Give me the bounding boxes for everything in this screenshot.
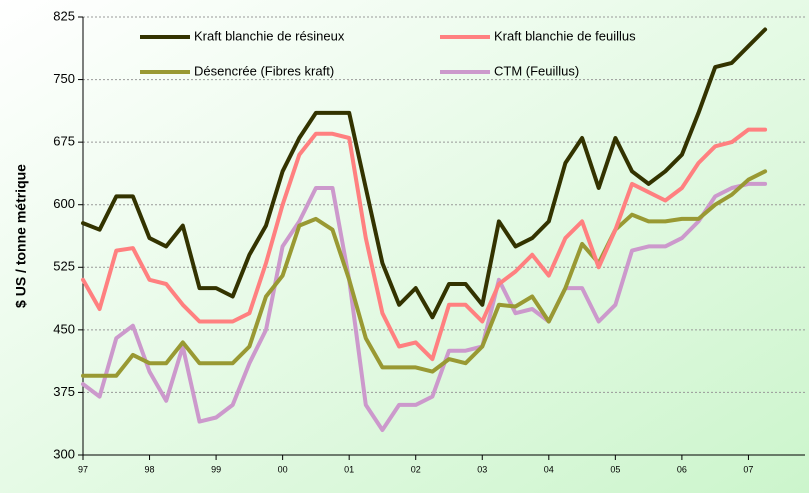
y-tick-label: 750 (53, 71, 75, 86)
series-line (81, 169, 768, 378)
x-tick-label: 02 (411, 464, 421, 474)
legend-label: Kraft blanchie de feuillus (494, 28, 636, 43)
series-line (81, 127, 768, 362)
y-tick-label: 375 (53, 384, 75, 399)
x-tick-label: 99 (211, 464, 221, 474)
x-tick-label: 97 (78, 464, 88, 474)
y-tick-label: 450 (53, 321, 75, 336)
y-tick-label: 300 (53, 446, 75, 461)
legend-label: Kraft blanchie de résineux (194, 28, 345, 43)
x-tick-label: 00 (278, 464, 288, 474)
x-tick-label: 06 (677, 464, 687, 474)
x-tick-label: 03 (477, 464, 487, 474)
legend-label: Désencrée (Fibres kraft) (194, 63, 334, 78)
x-tick-label: 07 (743, 464, 753, 474)
series-line (81, 181, 768, 432)
y-tick-label: 825 (53, 8, 75, 23)
series-line (81, 27, 768, 320)
y-axis-label: $ US / tonne métrique (13, 164, 29, 308)
x-tick-label: 01 (344, 464, 354, 474)
x-tick-label: 05 (610, 464, 620, 474)
x-tick-label: 04 (544, 464, 554, 474)
y-tick-label: 525 (53, 259, 75, 274)
y-tick-label: 600 (53, 196, 75, 211)
x-tick-label: 98 (145, 464, 155, 474)
y-tick-label: 675 (53, 134, 75, 149)
legend-label: CTM (Feuillus) (494, 63, 579, 78)
